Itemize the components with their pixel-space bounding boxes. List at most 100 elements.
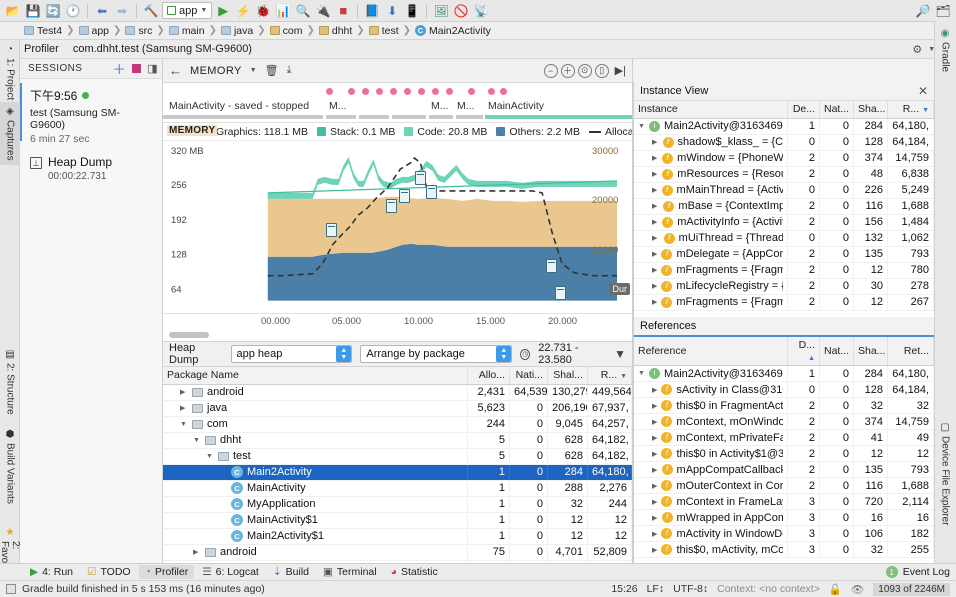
heap-dump-marker[interactable] — [426, 185, 437, 199]
bottom-tab-profiler[interactable]: ◔ Profiler — [138, 565, 195, 579]
sidebar-item-build-variants[interactable]: ⬢ Build Variants — [0, 425, 20, 508]
expand-triangle-icon[interactable] — [652, 514, 658, 522]
stop-icon[interactable]: ■ — [339, 3, 348, 18]
run-configuration-selector[interactable]: app ▼ — [162, 2, 213, 19]
expand-triangle-icon[interactable] — [652, 546, 657, 554]
expand-triangle-icon[interactable] — [180, 388, 188, 396]
breadcrumb-item-app[interactable]: app — [75, 25, 114, 37]
disable-icon[interactable]: 🚫 — [453, 3, 469, 18]
session-item[interactable]: 下午9:56 test (Samsung SM-G9600) 6 min 27 … — [30, 87, 154, 145]
apply-changes-icon[interactable]: ⚡ — [235, 3, 251, 18]
collapse-triangle-icon[interactable] — [638, 123, 645, 130]
heap-select[interactable]: app heap ▲ ▼ — [230, 345, 353, 363]
chevron-down-icon[interactable]: ▼ — [249, 67, 257, 74]
breadcrumb-item-main[interactable]: main — [165, 25, 209, 37]
coverage-icon[interactable]: 🔍 — [295, 3, 311, 18]
expand-triangle-icon[interactable] — [652, 298, 657, 306]
timeline-scrollbar[interactable] — [163, 329, 632, 341]
debug-icon[interactable]: 🐞 — [255, 3, 271, 18]
avd-manager-icon[interactable]: 📱 — [404, 3, 420, 18]
expand-triangle-icon[interactable] — [652, 186, 658, 194]
collapse-triangle-icon[interactable] — [206, 453, 214, 460]
column-header-native[interactable]: Nat... — [819, 101, 854, 119]
expand-triangle-icon[interactable] — [652, 282, 657, 290]
expand-triangle-icon[interactable] — [652, 434, 657, 442]
device-manager-icon[interactable]: 📡 — [473, 3, 489, 18]
back-arrow-icon[interactable]: ⬅ — [96, 3, 108, 18]
bottom-tab-terminal[interactable]: ▣ Terminal — [317, 565, 383, 579]
expand-triangle-icon[interactable] — [652, 234, 660, 242]
sidebar-item-device-file-explorer[interactable]: ▢ Device File Explorer — [934, 418, 956, 529]
expand-triangle-icon[interactable] — [193, 548, 201, 556]
sync-icon[interactable]: 🔄 — [45, 3, 61, 18]
profiler-process-label[interactable]: com.dhht.test (Samsung SM-G9600) — [72, 43, 252, 55]
close-icon[interactable]: ✕ — [917, 84, 928, 98]
column-header-shallow[interactable]: Shal... — [547, 367, 588, 385]
column-header-retained[interactable]: R... ▼ — [887, 101, 934, 119]
open-folder-icon[interactable]: 📂 — [5, 3, 21, 18]
column-header-native[interactable]: Nati... — [509, 367, 548, 385]
file-encoding[interactable]: UTF-8↕ — [673, 583, 709, 595]
table-row[interactable]: C Main2Activity$1 1 0 12 12 — [163, 528, 632, 545]
column-header-retained[interactable]: R... ▼ — [587, 367, 632, 385]
expand-triangle-icon[interactable] — [652, 450, 657, 458]
memory-indicator[interactable]: 1093 of 2246M — [873, 582, 950, 596]
build-hammer-icon[interactable]: 🔨 — [143, 3, 159, 18]
expand-triangle-icon[interactable] — [652, 386, 657, 394]
bottom-tab-logcat[interactable]: ☰ 6: Logcat — [196, 565, 265, 579]
column-header-native[interactable]: Nat... — [819, 337, 854, 366]
table-row[interactable]: C MainActivity 1 0 288 2,276 — [163, 480, 632, 497]
breadcrumb-item-src[interactable]: src — [121, 25, 156, 37]
collapse-triangle-icon[interactable] — [638, 370, 645, 377]
zoom-in-icon[interactable]: ＋ — [560, 63, 575, 78]
heap-dump-marker[interactable] — [399, 189, 410, 203]
attach-debugger-icon[interactable]: 🔌 — [315, 3, 331, 18]
instance-view-container[interactable]: Instance De... Nat... Sha... R... ▼ IMai… — [634, 101, 934, 311]
breadcrumb-item-main2activity[interactable]: C Main2Activity — [411, 25, 495, 37]
stop-session-icon[interactable] — [132, 64, 142, 73]
back-arrow-icon[interactable]: ← — [169, 63, 182, 78]
expand-triangle-icon[interactable] — [652, 418, 657, 426]
expand-triangle-icon[interactable] — [652, 466, 658, 474]
column-header-package[interactable]: Package Name — [163, 367, 468, 385]
heap-dump-marker[interactable] — [386, 199, 397, 213]
layout-inspector-icon[interactable]: 🖼 — [433, 3, 449, 18]
breadcrumb-item-com[interactable]: com — [266, 25, 307, 37]
heap-dump-marker[interactable] — [546, 259, 557, 273]
breadcrumb-item-dhht[interactable]: dhht — [315, 25, 356, 37]
expand-triangle-icon[interactable] — [652, 250, 657, 258]
capture-item-heap-dump[interactable]: ⊥ Heap Dump 00:00:22.731 — [30, 155, 154, 182]
table-row[interactable]: C MainActivity$1 1 0 12 12 — [163, 512, 632, 529]
status-toggle-icon[interactable] — [6, 584, 16, 594]
bottom-tab-statistic[interactable]: ◕ Statistic — [385, 565, 444, 579]
table-row[interactable]: squareup 12902,89219,021 — [163, 560, 632, 563]
line-separator[interactable]: LF↕ — [646, 583, 665, 595]
heap-dump-marker[interactable] — [326, 223, 337, 237]
column-header-retained[interactable]: Ret... — [887, 337, 934, 366]
references-header[interactable]: References — [634, 317, 934, 337]
lock-icon[interactable]: 🔓 — [828, 583, 842, 596]
bottom-tab-run[interactable]: ▶ 4: Run — [24, 565, 79, 579]
scrollbar-thumb[interactable] — [169, 332, 209, 338]
event-log-label[interactable]: Event Log — [902, 566, 950, 578]
column-header-instance[interactable]: Instance — [634, 101, 788, 119]
breadcrumb-item-test[interactable]: test — [365, 25, 403, 37]
chevron-down-icon[interactable]: ▼ — [928, 45, 936, 53]
